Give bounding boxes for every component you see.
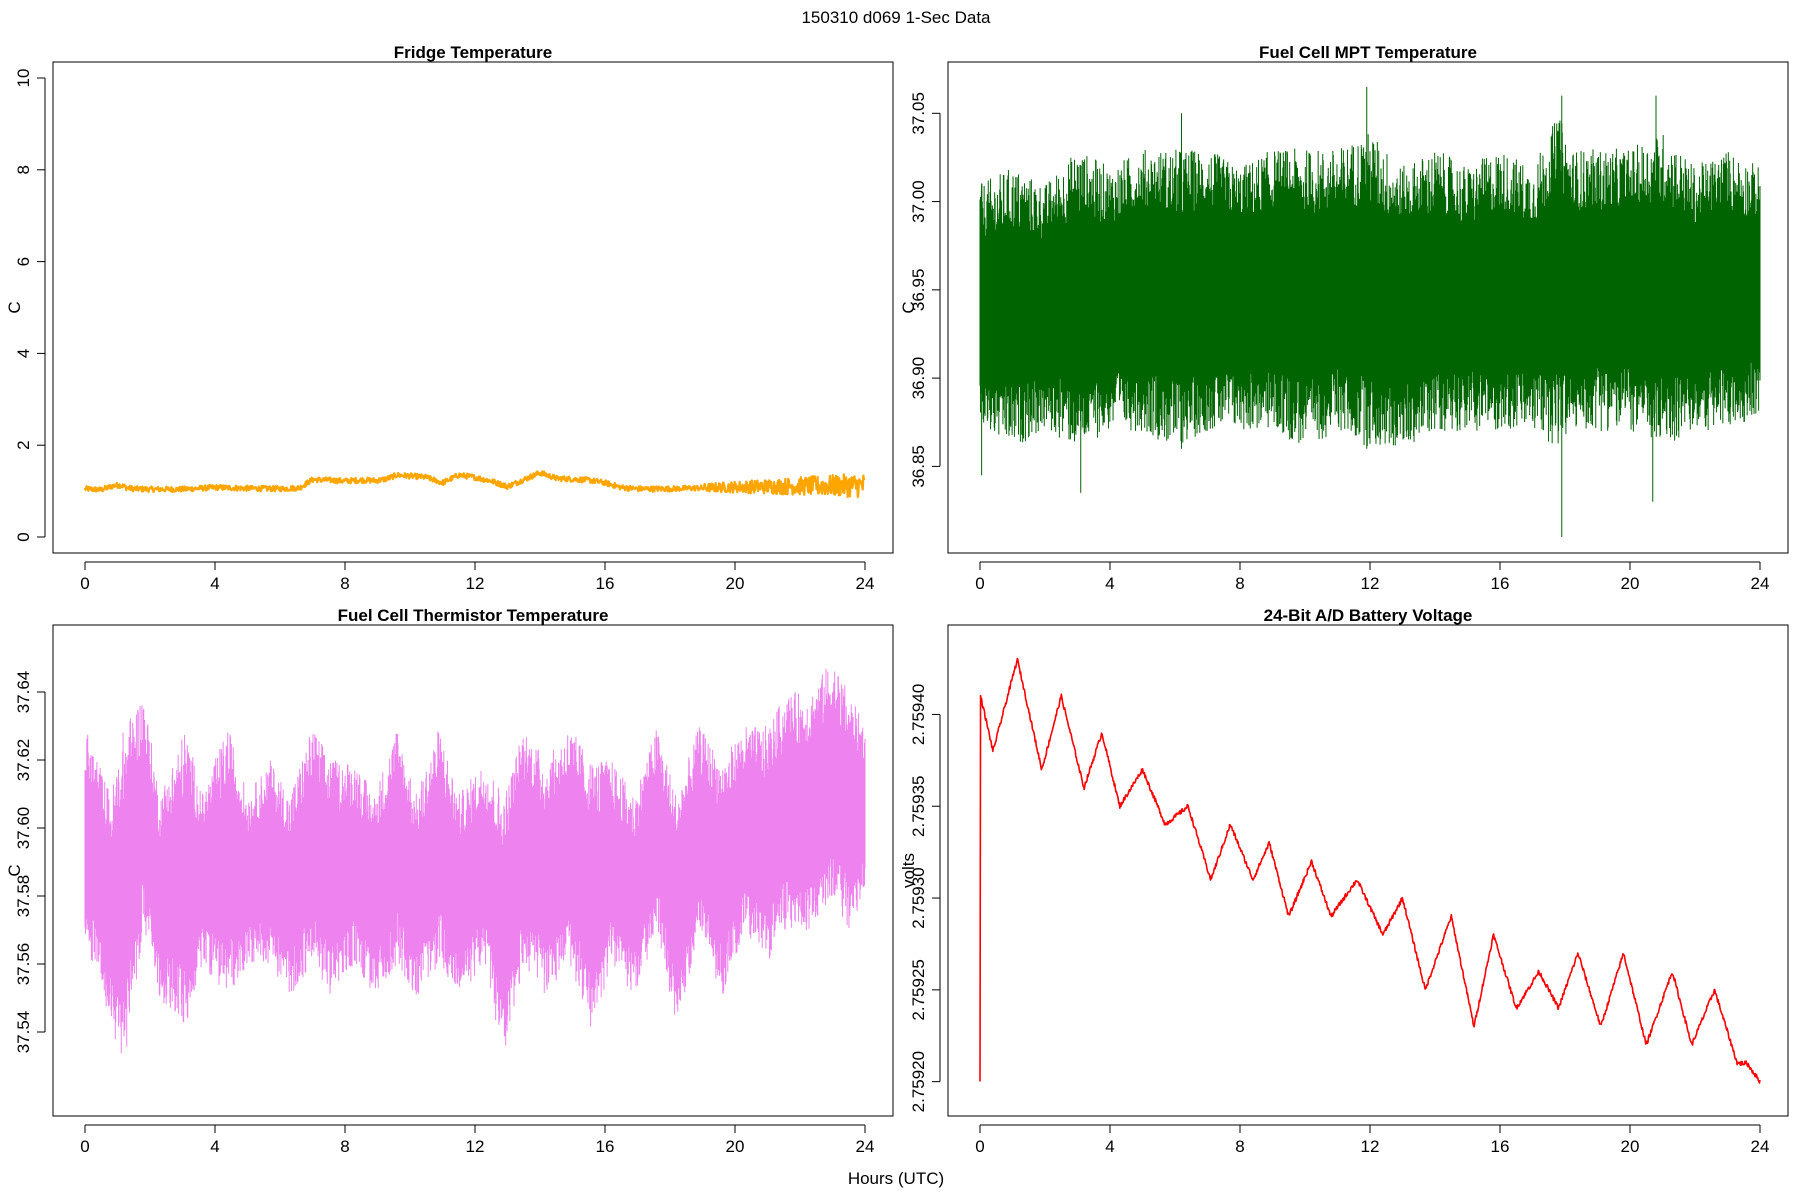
y-tick-label: 2.75935 (909, 776, 928, 837)
x-tick-label: 12 (1361, 1137, 1380, 1156)
plot-frame (52, 61, 894, 554)
x-tick-label: 20 (726, 574, 745, 593)
plot-frame (947, 624, 1789, 1117)
x-tick-label: 24 (1751, 574, 1770, 593)
y-tick-label: 36.85 (909, 445, 928, 488)
x-tick-label: 12 (1361, 574, 1380, 593)
y-tick-label: 8 (14, 165, 33, 174)
y-tick-label: 37.64 (14, 671, 33, 714)
y-axis-label: C (899, 301, 918, 313)
x-tick-label: 0 (80, 574, 89, 593)
y-tick-label: 37.58 (14, 875, 33, 918)
chart-panel-2: Fuel Cell MPT Temperature C 0 4 8 12 16 20 24 36.… (899, 43, 1789, 593)
x-tick-label: 20 (1621, 574, 1640, 593)
chart-panel-3: Fuel Cell Thermistor Temperature C 0 4 8 12 16… (5, 606, 894, 1156)
x-tick-label: 16 (596, 574, 615, 593)
x-tick-label: 4 (1105, 574, 1114, 593)
x-tick-label: 12 (466, 1137, 485, 1156)
x-tick-label: 24 (1751, 1137, 1770, 1156)
series-core-band (980, 189, 1760, 385)
y-tick-label: 6 (14, 257, 33, 266)
x-tick-label: 0 (975, 1137, 984, 1156)
x-tick-label: 4 (210, 574, 219, 593)
y-tick-label: 37.60 (14, 807, 33, 850)
y-axis-label: C (5, 301, 24, 313)
x-tick-label: 4 (210, 1137, 219, 1156)
y-tick-label: 37.62 (14, 739, 33, 782)
x-tick-label: 8 (1235, 1137, 1244, 1156)
figure-xlabel: Hours (UTC) (848, 1169, 944, 1188)
y-tick-label: 2.75920 (909, 1051, 928, 1112)
x-tick-label: 0 (80, 1137, 89, 1156)
y-tick-label: 37.54 (14, 1011, 33, 1054)
x-tick-label: 4 (1105, 1137, 1114, 1156)
panel-title: Fuel Cell Thermistor Temperature (338, 606, 609, 625)
series-core-band (85, 712, 865, 1005)
y-tick-label: 2.75925 (909, 959, 928, 1020)
panel-title: Fridge Temperature (394, 43, 552, 62)
y-tick-label: 37.56 (14, 943, 33, 986)
y-tick-label: 2.75930 (909, 867, 928, 928)
panel-title: 24-Bit A/D Battery Voltage (1264, 606, 1473, 625)
x-tick-label: 24 (856, 574, 875, 593)
chart-panel-4: 24-Bit A/D Battery Voltage volts 0 4 8 12 16 20… (899, 606, 1789, 1156)
x-tick-label: 16 (1491, 574, 1510, 593)
x-tick-label: 12 (466, 574, 485, 593)
y-tick-label: 2 (14, 440, 33, 449)
y-tick-label: 10 (14, 69, 33, 88)
panel-title: Fuel Cell MPT Temperature (1259, 43, 1477, 62)
x-tick-label: 8 (340, 574, 349, 593)
y-tick-label: 0 (14, 532, 33, 541)
y-tick-label: 37.05 (909, 92, 928, 135)
x-tick-label: 8 (1235, 574, 1244, 593)
x-tick-label: 24 (856, 1137, 875, 1156)
figure-title: 150310 d069 1-Sec Data (801, 8, 991, 27)
y-tick-label: 36.95 (909, 269, 928, 312)
x-tick-label: 0 (975, 574, 984, 593)
series-line (83, 470, 866, 499)
plot-frame (947, 61, 1789, 554)
x-tick-label: 16 (1491, 1137, 1510, 1156)
x-tick-label: 8 (340, 1137, 349, 1156)
y-axis-label: volts (899, 853, 918, 888)
x-tick-label: 16 (596, 1137, 615, 1156)
y-tick-label: 36.90 (909, 357, 928, 400)
y-tick-label: 2.75940 (909, 684, 928, 745)
y-tick-label: 4 (14, 349, 33, 358)
y-tick-label: 37.00 (909, 180, 928, 223)
plot-frame (52, 624, 894, 1117)
series-line (979, 657, 1761, 1084)
x-tick-label: 20 (726, 1137, 745, 1156)
x-tick-label: 20 (1621, 1137, 1640, 1156)
y-axis-label: C (5, 864, 24, 876)
